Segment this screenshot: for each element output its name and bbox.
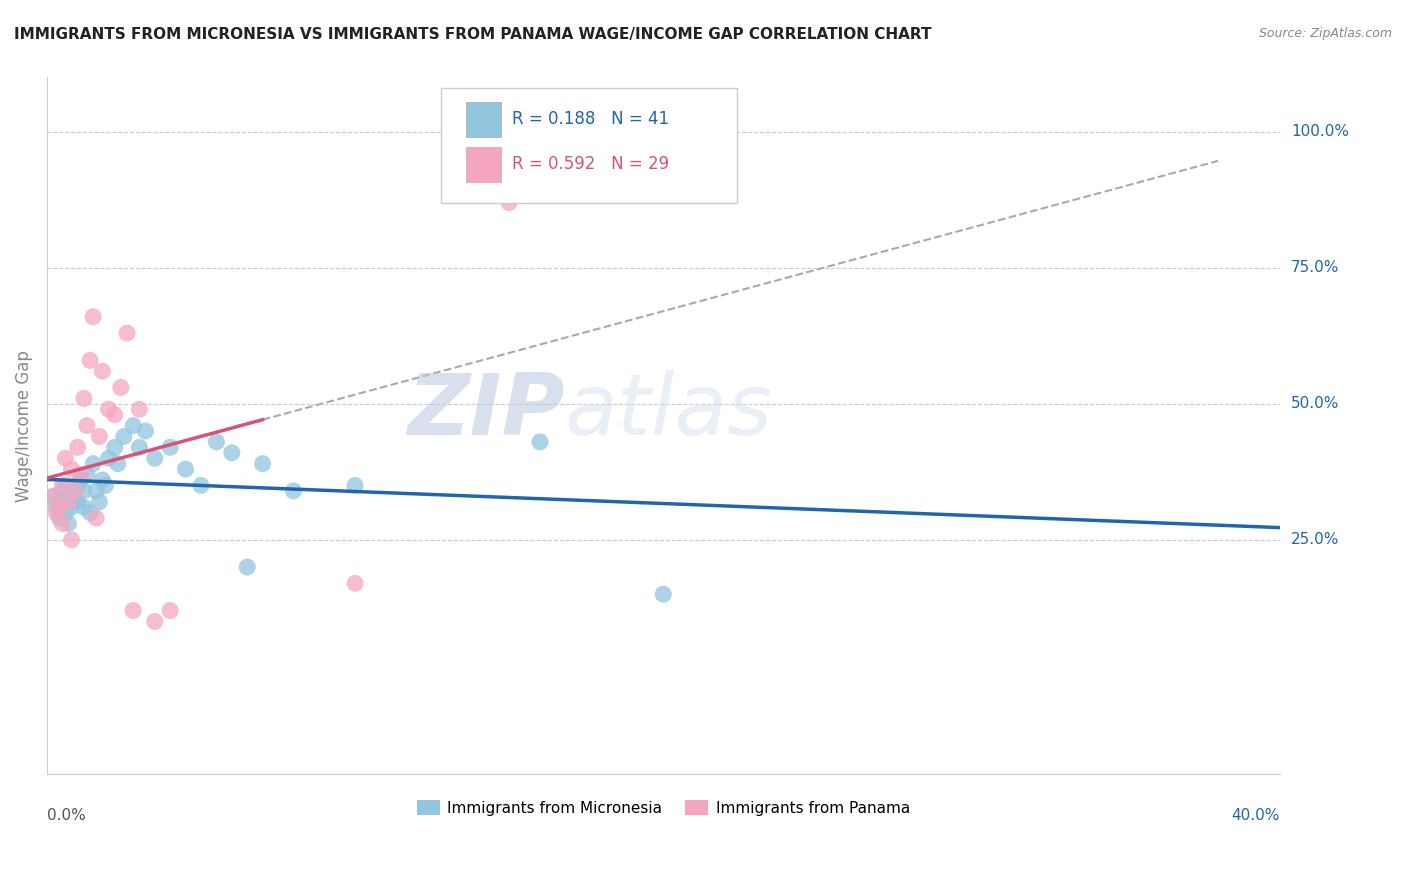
Point	[60, 533, 83, 547]
Point	[652, 587, 675, 601]
Point	[143, 451, 166, 466]
Point	[236, 560, 259, 574]
FancyBboxPatch shape	[441, 88, 737, 202]
Point	[51, 483, 73, 498]
Point	[84, 511, 107, 525]
Text: 50.0%: 50.0%	[1291, 396, 1339, 411]
Point	[63, 489, 86, 503]
Point	[143, 615, 166, 629]
Point	[42, 489, 65, 503]
Point	[84, 483, 107, 498]
Point	[112, 429, 135, 443]
Point	[73, 500, 96, 515]
Point	[89, 429, 111, 443]
Point	[82, 310, 104, 324]
Point	[48, 495, 70, 509]
Point	[344, 576, 367, 591]
Point	[91, 473, 114, 487]
Point	[45, 506, 67, 520]
Point	[498, 195, 520, 210]
Point	[97, 451, 120, 466]
Text: IMMIGRANTS FROM MICRONESIA VS IMMIGRANTS FROM PANAMA WAGE/INCOME GAP CORRELATION: IMMIGRANTS FROM MICRONESIA VS IMMIGRANTS…	[14, 27, 932, 42]
Point	[104, 408, 127, 422]
Point	[79, 506, 101, 520]
Text: 40.0%: 40.0%	[1232, 808, 1279, 823]
Point	[66, 478, 89, 492]
Point	[159, 441, 181, 455]
Point	[58, 495, 80, 509]
Point	[122, 603, 145, 617]
Text: 100.0%: 100.0%	[1291, 124, 1348, 139]
Point	[128, 402, 150, 417]
Bar	[465, 102, 501, 136]
Point	[55, 506, 77, 520]
Point	[89, 495, 111, 509]
Point	[529, 434, 551, 449]
Text: ZIP: ZIP	[408, 370, 565, 453]
Text: 0.0%: 0.0%	[46, 808, 86, 823]
Text: Source: ZipAtlas.com: Source: ZipAtlas.com	[1258, 27, 1392, 40]
Point	[60, 462, 83, 476]
Text: R = 0.188   N = 41: R = 0.188 N = 41	[512, 111, 669, 128]
Point	[94, 478, 117, 492]
Point	[159, 603, 181, 617]
Point	[69, 473, 91, 487]
Point	[42, 489, 65, 503]
Point	[115, 326, 138, 340]
Point	[55, 451, 77, 466]
Point	[221, 446, 243, 460]
Point	[344, 478, 367, 492]
Point	[48, 511, 70, 525]
Point	[66, 495, 89, 509]
Point	[63, 483, 86, 498]
Point	[82, 457, 104, 471]
Point	[104, 441, 127, 455]
Point	[48, 500, 70, 515]
Point	[45, 500, 67, 515]
Point	[190, 478, 212, 492]
Point	[73, 392, 96, 406]
Point	[66, 441, 89, 455]
Point	[55, 478, 77, 492]
Point	[174, 462, 197, 476]
Point	[51, 478, 73, 492]
Point	[76, 467, 98, 482]
Text: 75.0%: 75.0%	[1291, 260, 1339, 276]
Point	[60, 500, 83, 515]
Point	[58, 516, 80, 531]
Text: 25.0%: 25.0%	[1291, 533, 1339, 548]
Point	[51, 516, 73, 531]
Point	[252, 457, 274, 471]
Text: atlas: atlas	[565, 370, 773, 453]
Point	[128, 441, 150, 455]
Legend: Immigrants from Micronesia, Immigrants from Panama: Immigrants from Micronesia, Immigrants f…	[411, 794, 917, 822]
Point	[73, 483, 96, 498]
Point	[134, 424, 156, 438]
Point	[91, 364, 114, 378]
Y-axis label: Wage/Income Gap: Wage/Income Gap	[15, 350, 32, 501]
Point	[205, 434, 228, 449]
Point	[107, 457, 129, 471]
Text: R = 0.592   N = 29: R = 0.592 N = 29	[512, 155, 669, 173]
Point	[110, 380, 132, 394]
Point	[97, 402, 120, 417]
Point	[76, 418, 98, 433]
Point	[122, 418, 145, 433]
Point	[283, 483, 305, 498]
Point	[69, 467, 91, 482]
Bar	[465, 147, 501, 182]
Point	[79, 353, 101, 368]
